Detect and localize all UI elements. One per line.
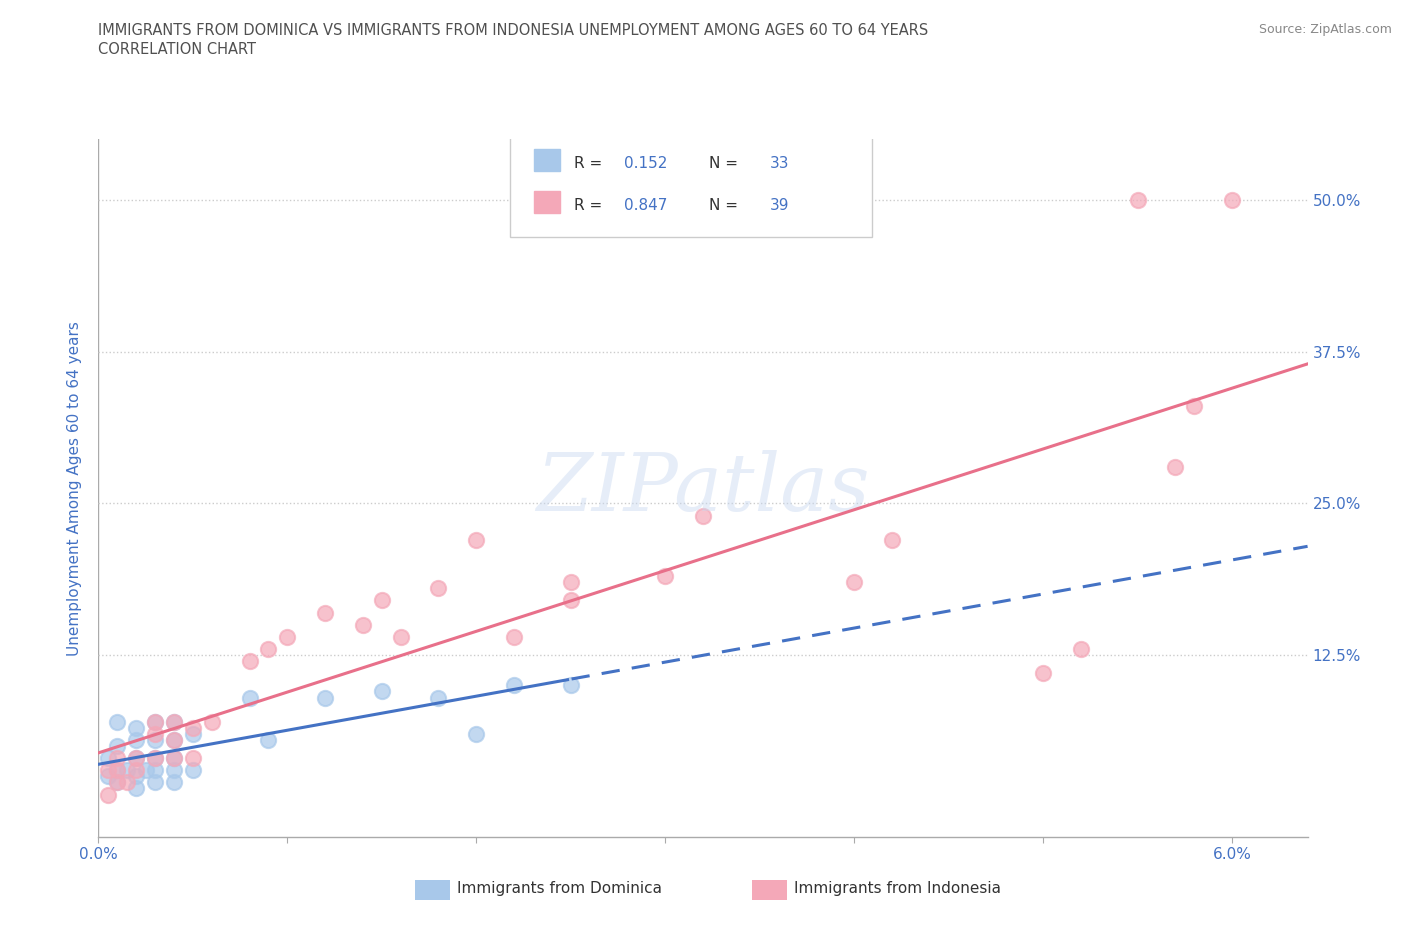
Text: ZIPatlas: ZIPatlas [536,449,870,527]
Point [503,630,526,644]
Text: IMMIGRANTS FROM DOMINICA VS IMMIGRANTS FROM INDONESIA UNEMPLOYMENT AMONG AGES 60: IMMIGRANTS FROM DOMINICA VS IMMIGRANTS F… [98,23,929,38]
FancyBboxPatch shape [534,192,561,213]
Point [125,751,148,765]
Point [115,763,138,777]
Y-axis label: Unemployment Among Ages 60 to 64 years: Unemployment Among Ages 60 to 64 years [67,321,83,656]
Text: R =: R = [574,198,607,213]
Point [143,714,166,729]
Point [465,532,488,547]
Text: Immigrants from Indonesia: Immigrants from Indonesia [794,881,1001,896]
Point [427,581,450,596]
Point [654,569,676,584]
Point [314,605,336,620]
Point [163,751,186,765]
Point [371,684,394,698]
Text: Source: ZipAtlas.com: Source: ZipAtlas.com [1258,23,1392,36]
Text: Immigrants from Dominica: Immigrants from Dominica [457,881,662,896]
Point [1164,459,1187,474]
Point [427,690,450,705]
Text: R =: R = [574,156,607,171]
Point [692,508,714,523]
Point [257,642,280,657]
Point [1032,666,1054,681]
Point [257,733,280,748]
Text: 39: 39 [769,198,789,213]
Point [239,690,262,705]
Text: 0.847: 0.847 [624,198,668,213]
Text: 33: 33 [769,156,789,171]
Point [465,726,488,741]
Point [125,721,148,736]
Point [105,751,128,765]
FancyBboxPatch shape [534,150,561,171]
Point [239,654,262,669]
Point [143,751,166,765]
Point [560,678,582,693]
Point [143,726,166,741]
Point [163,733,186,748]
Point [143,714,166,729]
Point [1126,193,1149,207]
Point [105,775,128,790]
Point [125,781,148,796]
Point [389,630,412,644]
Point [314,690,336,705]
Point [844,575,866,590]
Point [143,775,166,790]
Point [125,763,148,777]
Point [163,714,186,729]
Text: 0.152: 0.152 [624,156,668,171]
Point [503,678,526,693]
Point [560,593,582,608]
Point [181,721,204,736]
Text: CORRELATION CHART: CORRELATION CHART [98,42,256,57]
Point [143,751,166,765]
Point [163,775,186,790]
Point [135,763,157,777]
Point [105,775,128,790]
Point [163,733,186,748]
Point [105,738,128,753]
Point [97,763,120,777]
Point [143,733,166,748]
Point [105,714,128,729]
Point [1220,193,1243,207]
Point [163,714,186,729]
Text: N =: N = [709,198,742,213]
Point [880,532,903,547]
Point [1182,399,1205,414]
Point [115,775,138,790]
Point [371,593,394,608]
Point [181,763,204,777]
Point [181,726,204,741]
Point [105,763,128,777]
Point [97,751,120,765]
Point [352,618,374,632]
Point [125,769,148,784]
Point [125,751,148,765]
FancyBboxPatch shape [509,133,872,237]
Point [560,575,582,590]
Point [201,714,224,729]
Point [105,763,128,777]
Point [276,630,298,644]
Point [125,733,148,748]
Point [143,763,166,777]
Point [181,751,204,765]
Point [97,769,120,784]
Point [163,751,186,765]
Point [163,763,186,777]
Text: N =: N = [709,156,742,171]
Point [1070,642,1092,657]
Point [97,787,120,802]
